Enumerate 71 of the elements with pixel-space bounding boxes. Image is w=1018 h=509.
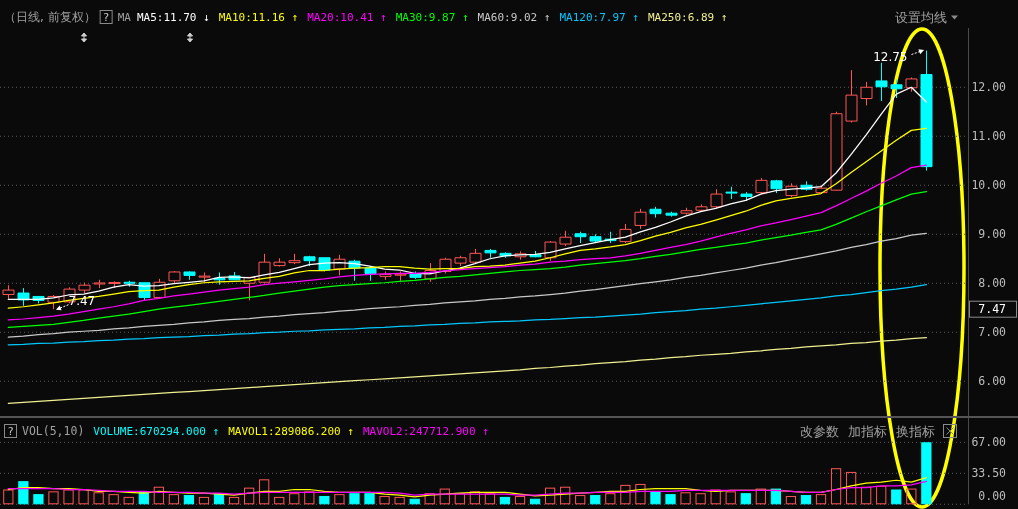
text: MA120:7.97 ↑ <box>559 10 639 24</box>
y-tick-label: 11.00 <box>971 129 1007 144</box>
y-tick-label: 10.00 <box>971 178 1007 193</box>
price-marker: 7.47 <box>969 300 1017 318</box>
text: MA5:11.70 ↓ <box>136 10 210 24</box>
line-series <box>7 164 928 321</box>
candlestick <box>123 280 136 288</box>
candlestick <box>288 253 301 265</box>
candlestick <box>108 280 121 289</box>
candlestick <box>755 177 768 195</box>
candlestick <box>273 257 286 268</box>
y-tick-label: 9.00 <box>978 227 1007 242</box>
chart-subtitle: （日线, 前复权） <box>4 10 96 24</box>
text: MA30:9.87 ↑ <box>395 10 469 24</box>
candlestick <box>770 179 783 194</box>
line-series <box>7 284 928 346</box>
y-tick-label: 7.00 <box>978 325 1007 340</box>
candlestick <box>469 248 482 264</box>
line-series <box>7 191 928 328</box>
text: MA250:6.89 ↑ <box>647 10 728 24</box>
candlestick <box>649 206 662 219</box>
candlestick <box>2 284 15 300</box>
candlestick <box>845 69 858 124</box>
candlestick <box>905 76 918 93</box>
candlestick <box>589 233 602 244</box>
candlestick <box>364 265 377 282</box>
candlestick <box>574 231 587 244</box>
annotation: 加指标 <box>848 423 887 439</box>
annotation: 改参数 <box>800 423 839 439</box>
text: MAVOL1:289086.200 ↑ <box>228 424 354 438</box>
candlestick <box>559 230 572 247</box>
candlestick <box>710 188 723 210</box>
candlestick <box>680 207 693 216</box>
y-tick-label: 0.00 <box>978 489 1007 504</box>
line-series <box>7 127 928 309</box>
candlestick <box>78 282 91 294</box>
y-tick-label: 67.00 <box>971 435 1007 450</box>
text: MA60:9.02 ↑ <box>477 10 551 24</box>
text: VOL(5,10) <box>22 424 85 438</box>
candlestick <box>695 203 708 213</box>
y-tick-label: 8.00 <box>978 276 1007 291</box>
candlestick <box>634 208 647 230</box>
text: MAVOL2:247712.900 ↑ <box>363 424 489 438</box>
text: 设置均线 <box>895 9 947 25</box>
candlestick <box>830 111 843 192</box>
candlestick <box>198 271 211 283</box>
annotation: 换指标 <box>896 423 935 439</box>
candlestick <box>484 248 497 259</box>
text: MA10:11.16 ↑ <box>218 10 299 24</box>
candlestick <box>860 81 873 106</box>
candlestick <box>890 78 903 99</box>
y-tick-label: 12.00 <box>971 80 1007 95</box>
candlestick <box>303 255 316 267</box>
text: VOLUME:670294.000 ↑ <box>93 424 220 438</box>
candlestick <box>725 186 738 200</box>
help-button: ? <box>99 10 113 24</box>
y-tick-label: 33.50 <box>971 466 1007 481</box>
candlestick <box>454 255 467 267</box>
help-button: ? <box>4 424 17 438</box>
candlestick <box>619 223 632 244</box>
candlestick <box>93 279 106 289</box>
candlestick <box>665 211 678 218</box>
legend-title: MA <box>117 10 132 24</box>
line-series <box>7 336 928 404</box>
candlestick <box>740 191 753 202</box>
y-tick-label: 6.00 <box>978 374 1007 389</box>
candlestick <box>183 270 196 281</box>
candlestick <box>875 62 888 102</box>
line-series <box>7 232 928 338</box>
candlestick <box>168 270 181 284</box>
text: MA20:10.41 ↑ <box>307 10 387 24</box>
